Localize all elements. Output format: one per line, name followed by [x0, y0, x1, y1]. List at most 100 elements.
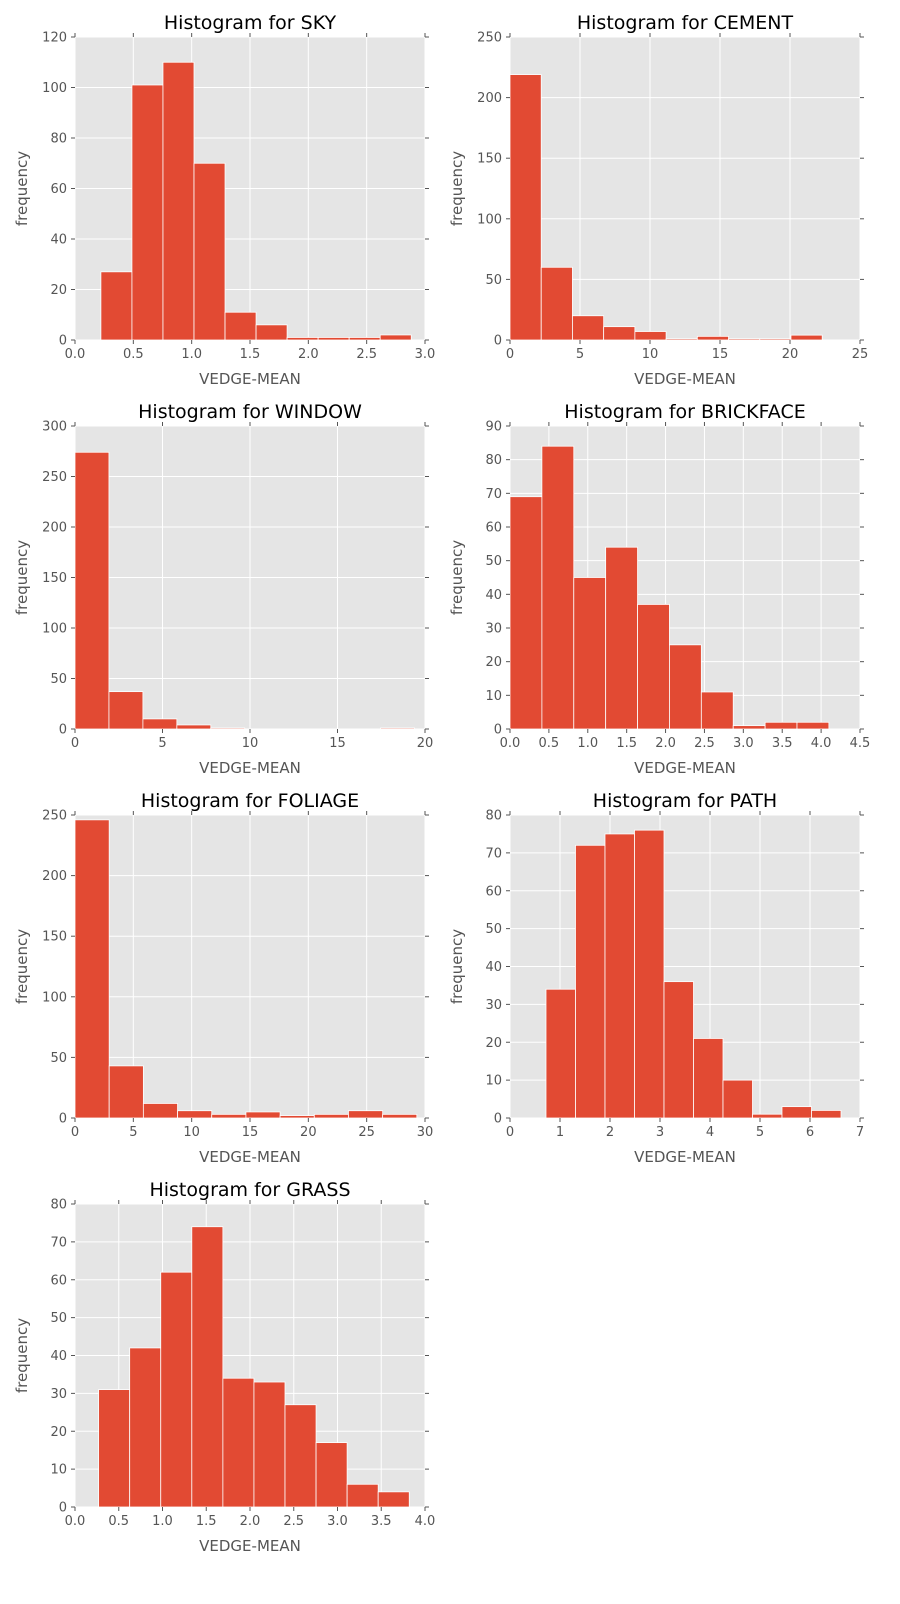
y-tick-label: 150: [42, 930, 67, 945]
y-tick-label: 70: [50, 1235, 67, 1250]
y-tick-label: 0: [59, 334, 67, 349]
y-tick-label: 50: [50, 1311, 67, 1326]
y-tick-label: 30: [485, 998, 502, 1013]
histogram-bar: [142, 1103, 178, 1119]
histogram-bar: [811, 1110, 842, 1119]
x-axis-label: VEDGE-MEAN: [634, 759, 736, 777]
chart-title: Histogram for WINDOW: [138, 401, 362, 423]
x-tick-label: 6: [806, 1125, 814, 1140]
histogram-panel: 0.0 0.5 1.0 1.5 2.0 2.5 3.0 3.5 4.0 0 10 20 30 40 50 60…: [13, 1179, 435, 1555]
x-axis-label: VEDGE-MEAN: [634, 1148, 736, 1166]
x-tick-label: 0.5: [539, 736, 560, 751]
x-tick-label: 0.0: [500, 736, 521, 751]
y-tick-label: 80: [50, 1198, 67, 1213]
x-axis-label: VEDGE-MEAN: [634, 370, 736, 388]
y-tick-label: 0: [59, 723, 67, 738]
histogram-bar: [665, 338, 698, 341]
x-tick-label: 2: [606, 1125, 614, 1140]
histogram-bar: [540, 266, 573, 341]
x-tick-label: 2.5: [356, 347, 377, 362]
y-tick-label: 20: [485, 655, 502, 670]
x-tick-label: 2.5: [694, 736, 715, 751]
y-tick-label: 70: [485, 846, 502, 861]
histogram-bar: [669, 644, 702, 730]
x-tick-label: 4.0: [811, 736, 832, 751]
y-tick-label: 60: [485, 521, 502, 536]
x-tick-label: 10: [183, 1125, 200, 1140]
histogram-bar: [162, 61, 195, 341]
x-tick-label: 5: [576, 347, 584, 362]
x-tick-label: 0.0: [65, 347, 86, 362]
histogram-bar: [315, 1442, 348, 1508]
histogram-bar: [764, 721, 798, 730]
histogram-bar: [160, 1271, 193, 1508]
histogram-bar: [605, 546, 638, 730]
histogram-bar: [211, 1113, 247, 1119]
x-axis-label: VEDGE-MEAN: [199, 1148, 301, 1166]
histogram-bar: [380, 727, 415, 730]
histogram-bar: [255, 324, 288, 341]
histogram-bar: [74, 819, 110, 1119]
x-tick-label: 1.5: [240, 347, 261, 362]
histogram-bar: [224, 311, 257, 341]
y-tick-label: 250: [42, 470, 67, 485]
y-tick-label: 60: [485, 884, 502, 899]
x-tick-label: 5: [158, 736, 166, 751]
histogram-bar: [722, 1079, 753, 1119]
y-tick-label: 20: [50, 1425, 67, 1440]
y-tick-label: 50: [485, 922, 502, 937]
histogram-bar: [98, 1389, 131, 1508]
x-tick-label: 3.5: [772, 736, 793, 751]
x-tick-label: 25: [852, 347, 869, 362]
chart-title: Histogram for BRICKFACE: [564, 401, 805, 423]
x-tick-label: 10: [242, 736, 259, 751]
histogram-panel: 0.0 0.5 1.0 1.5 2.0 2.5 3.0 3.5 4.0 4.5 0 10 20 30 40 5…: [448, 401, 870, 777]
x-tick-label: 20: [300, 1125, 317, 1140]
y-axis-label: frequency: [13, 151, 31, 226]
histogram-bar: [129, 1347, 162, 1508]
histogram-bar: [573, 577, 607, 730]
chart-title: Histogram for GRASS: [149, 1179, 350, 1201]
x-tick-label: 4.5: [850, 736, 871, 751]
histogram-bar: [604, 833, 635, 1119]
x-tick-label: 30: [417, 1125, 434, 1140]
histogram-bar: [177, 1110, 213, 1119]
histogram-bar: [572, 315, 605, 341]
histogram-bar: [732, 725, 766, 730]
x-tick-label: 3.0: [733, 736, 754, 751]
y-tick-label: 50: [485, 273, 502, 288]
x-tick-label: 2.0: [655, 736, 676, 751]
histogram-bar: [634, 331, 667, 341]
y-tick-label: 10: [485, 1074, 502, 1089]
histogram-bar: [279, 1115, 315, 1119]
histogram-bar: [728, 338, 761, 341]
x-tick-label: 15: [712, 347, 729, 362]
x-tick-label: 1.0: [181, 347, 202, 362]
x-tick-label: 5: [756, 1125, 764, 1140]
y-tick-label: 10: [50, 1463, 67, 1478]
y-tick-label: 0: [494, 1112, 502, 1127]
histogram-panel: 0.0 0.5 1.0 1.5 2.0 2.5 3.0 0 20 40 60 80 100 120 Hist…: [13, 12, 435, 388]
histogram-bar: [377, 1491, 410, 1508]
histogram-bar: [379, 334, 412, 341]
y-tick-label: 10: [485, 689, 502, 704]
x-tick-label: 5: [129, 1125, 137, 1140]
x-tick-label: 20: [417, 736, 434, 751]
histogram-bar: [509, 496, 543, 730]
y-tick-label: 0: [494, 334, 502, 349]
histogram-bar: [142, 718, 178, 730]
histogram-bar: [790, 334, 823, 341]
y-tick-label: 50: [50, 672, 67, 687]
x-tick-label: 0: [71, 736, 79, 751]
y-tick-label: 30: [485, 622, 502, 637]
y-tick-label: 200: [42, 869, 67, 884]
y-axis-label: frequency: [448, 151, 466, 226]
x-tick-label: 1.5: [196, 1514, 217, 1529]
x-tick-label: 1: [556, 1125, 564, 1140]
histogram-bar: [222, 1377, 255, 1508]
histogram-bar: [245, 1111, 281, 1119]
histogram-bar: [108, 691, 144, 730]
x-tick-label: 0.5: [108, 1514, 129, 1529]
